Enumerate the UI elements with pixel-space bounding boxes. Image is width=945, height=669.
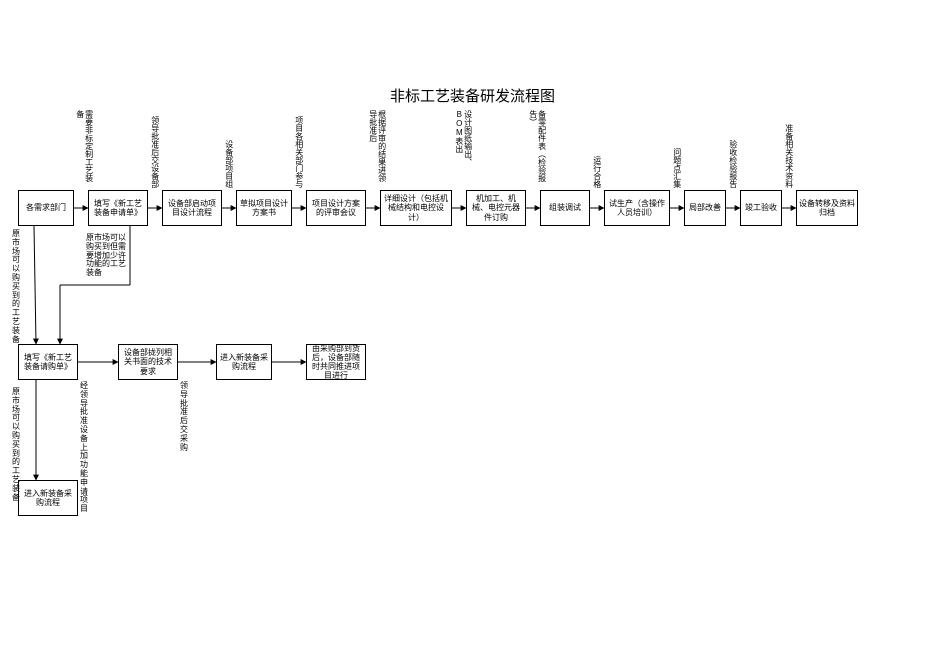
edge-label-m2-bottom: 领导批准后交采购 <box>180 382 194 452</box>
flow-node-n8: 组装调试 <box>540 190 590 226</box>
edge-label-top-5: 设计图纸输出、BOM表出 <box>454 110 472 188</box>
flow-node-n12: 设备转移及资料归档 <box>796 190 858 226</box>
flow-node-n1: 各需求部门 <box>18 190 74 226</box>
diagram-title: 非标工艺装备研发流程图 <box>390 85 555 106</box>
edge-label-top-9: 验收检验报告 <box>728 140 737 188</box>
edge-label-r2r3: 原市场可以购买到的工艺装备 <box>12 388 26 502</box>
edge-label-top-7: 运行合格 <box>592 156 601 188</box>
flow-node-n10: 局部改善 <box>684 190 726 226</box>
edge-label-top-1: 领导批准后交设备部 <box>150 116 159 188</box>
edge-label-r1r2-right: 原市场可以购买到但需要增加少许功能的工艺装备 <box>86 234 130 278</box>
edge-label-r1r2-left: 原市场可以购买到的工艺装备 <box>12 230 26 344</box>
edge-label-top-10: 准备相关技术资料 <box>784 124 793 188</box>
flow-node-n3: 设备部启动项目设计流程 <box>162 190 222 226</box>
flowchart-canvas: 非标工艺装备研发流程图 各需求部门填写《新工艺装备申请单》设备部启动项目设计流程… <box>0 0 945 669</box>
flow-node-n4: 草拟项目设计方案书 <box>236 190 292 226</box>
flow-node-m2: 设备部拢列相关书面的技术要求 <box>118 344 178 380</box>
flow-node-p1: 进入新装备采购流程 <box>18 480 78 516</box>
flow-node-n6: 详细设计（包括机械结构和电控设计） <box>380 190 452 226</box>
edge-label-top-3: 项目各相关部门参与 <box>294 116 303 188</box>
flow-node-n2: 填写《新工艺装备申请单》 <box>88 190 148 226</box>
flow-node-n7: 机加工、机械、电控元器件订购 <box>466 190 526 226</box>
flow-node-m4: 由采购部到货后，设备部随时共同推进项目进行 <box>306 344 366 380</box>
edge-label-top-6: 备零配件表（检验报告） <box>528 110 546 188</box>
flow-node-n5: 项目设计方案的评审会议 <box>306 190 366 226</box>
flow-node-n9: 试生产（含操作人员培训） <box>604 190 670 226</box>
flow-node-m1: 填写《新工艺装备请购单》 <box>18 344 78 380</box>
edge-label-m1-bottom: 经领导批准设备上加功能申请项目 <box>80 382 94 514</box>
edge-label-top-4: 根据评审的结果进领导批准后 <box>368 110 386 188</box>
edge-label-top-2: 设备部项目组 <box>224 140 233 188</box>
edge-label-top-0: 需要非标定制工艺装备 <box>75 110 93 188</box>
edge-label-top-8: 问题点汇集 <box>672 148 681 188</box>
flow-node-n11: 竣工验收 <box>740 190 782 226</box>
flow-node-m3: 进入新装备采购流程 <box>216 344 272 380</box>
